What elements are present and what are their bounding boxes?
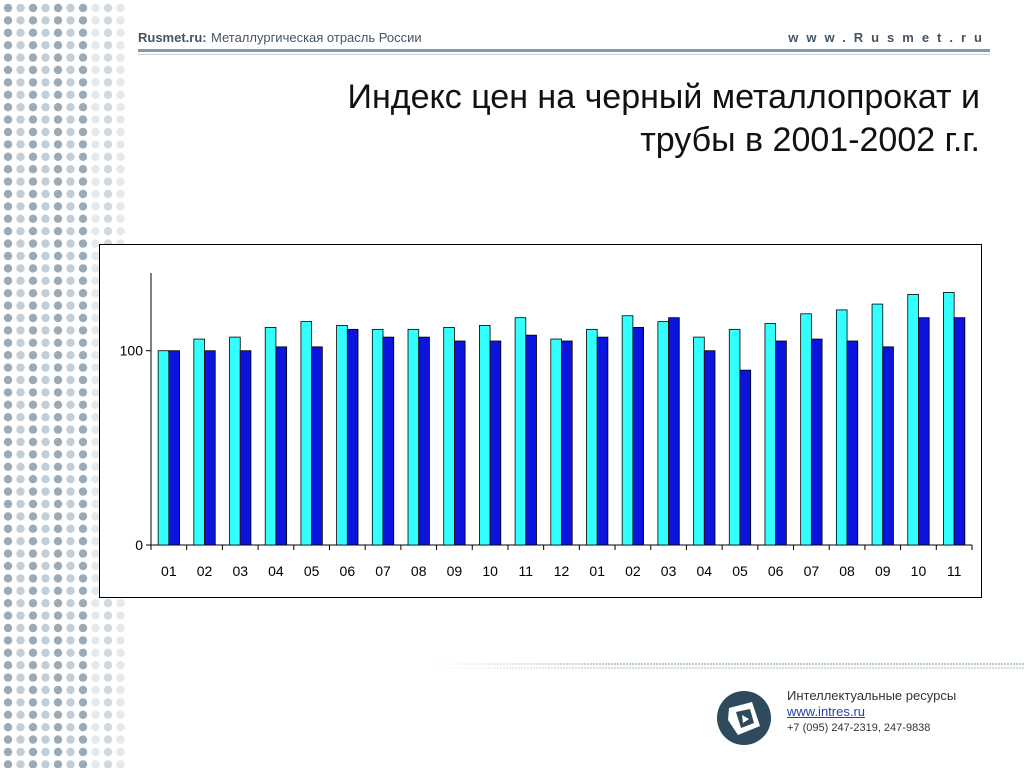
bar-series-1 xyxy=(407,328,420,546)
x-tick-label: 10 xyxy=(911,563,927,579)
footer-phone: +7 (095) 247-2319, 247-9838 xyxy=(787,722,931,734)
x-tick-label: 05 xyxy=(732,563,748,579)
page-header: Rusmet.ru: Металлургическая отрасль Росс… xyxy=(138,28,990,52)
header-rule xyxy=(138,49,990,52)
x-tick-label: 08 xyxy=(411,563,427,579)
bar-series-2 xyxy=(168,350,180,546)
bar-series-2 xyxy=(846,340,859,546)
bar-series-1 xyxy=(657,321,669,546)
series-1 xyxy=(157,292,955,546)
x-tick-label: 01 xyxy=(161,563,177,579)
bar-series-1 xyxy=(693,336,705,546)
x-tick-label: 11 xyxy=(947,563,962,579)
bar-series-2 xyxy=(382,336,395,546)
x-tick-label: 12 xyxy=(554,563,570,579)
x-tick-label: 01 xyxy=(589,563,605,579)
x-tick-label: 02 xyxy=(625,563,641,579)
series-2 xyxy=(168,317,966,546)
y-tick-label: 100 xyxy=(120,343,144,359)
bar-series-2 xyxy=(346,328,359,546)
bar-series-1 xyxy=(371,328,384,546)
x-tick-label: 06 xyxy=(340,563,356,579)
x-tick-label: 06 xyxy=(768,563,784,579)
bar-series-1 xyxy=(871,303,884,546)
x-tick-label: 04 xyxy=(268,563,284,579)
bar-series-1 xyxy=(443,327,455,546)
bar-series-2 xyxy=(489,340,502,546)
dotted-divider-decoration xyxy=(439,662,1024,670)
bar-series-1 xyxy=(621,315,634,546)
bar-series-2 xyxy=(561,340,573,546)
bar-series-1 xyxy=(907,293,919,546)
intres-logo-icon xyxy=(717,691,771,745)
x-tick-label: 07 xyxy=(804,563,820,579)
bar-series-1 xyxy=(800,313,812,546)
footer-link[interactable]: www.intres.ru xyxy=(787,704,866,719)
bar-series-1 xyxy=(229,336,241,546)
bar-series-1 xyxy=(835,309,848,546)
bar-series-1 xyxy=(478,325,491,546)
bar-series-2 xyxy=(525,334,537,546)
chart-frame: 0 100 01 02 03 04 05 06 07 08 09 10 11 12 01 02 03 04 05 06… xyxy=(99,244,982,598)
bar-series-2 xyxy=(739,369,752,546)
x-tick-label: 08 xyxy=(839,563,855,579)
x-tick-label: 07 xyxy=(375,563,391,579)
bar-series-1 xyxy=(550,338,562,546)
y-tick-label: 0 xyxy=(135,537,143,553)
x-tick-label: 09 xyxy=(875,563,891,579)
bar-series-1 xyxy=(514,317,527,546)
x-tick-label: 02 xyxy=(197,563,213,579)
divider-dots xyxy=(439,662,1024,670)
footer-contact: Интеллектуальные ресурсы www.intres.ru +… xyxy=(787,688,956,736)
bar-series-2 xyxy=(918,317,930,546)
bar-series-2 xyxy=(418,336,430,546)
bar-series-1 xyxy=(264,327,277,546)
bar-series-2 xyxy=(953,317,966,546)
bar-series-2 xyxy=(311,346,323,546)
x-tick-label: 03 xyxy=(232,563,248,579)
x-tick-label: 04 xyxy=(696,563,712,579)
bar-series-2 xyxy=(454,340,466,546)
bar-series-2 xyxy=(204,350,216,546)
slide-title: Индекс цен на черный металлопрокат и тру… xyxy=(220,76,980,162)
site-url[interactable]: www.Rusmet.ru xyxy=(788,30,990,45)
bar-series-1 xyxy=(764,323,777,546)
bar-series-2 xyxy=(275,346,288,546)
header-rule-thin xyxy=(138,54,990,55)
site-description: Металлургическая отрасль России xyxy=(211,30,422,45)
bar-series-1 xyxy=(586,328,598,546)
bar-series-2 xyxy=(882,346,894,546)
bar-series-1 xyxy=(943,292,955,546)
x-tick-label: 05 xyxy=(304,563,320,579)
x-tick-label: 10 xyxy=(482,563,498,579)
bar-series-1 xyxy=(300,321,313,546)
site-name: Rusmet.ru: xyxy=(138,30,207,45)
bar-series-2 xyxy=(596,336,609,546)
bar-series-1 xyxy=(336,325,348,546)
slide-title-line-2: трубы в 2001-2002 г.г. xyxy=(640,121,980,159)
bar-series-2 xyxy=(668,317,680,546)
x-tick-label: 09 xyxy=(447,563,463,579)
bar-series-2 xyxy=(810,338,823,546)
bar-series-2 xyxy=(775,340,787,546)
bar-series-2 xyxy=(239,350,252,546)
bar-series-1 xyxy=(728,328,741,546)
x-tick-label: 11 xyxy=(519,563,534,579)
slide-title-line-1: Индекс цен на черный металлопрокат и xyxy=(347,78,980,116)
bar-chart: 0 100 01 02 03 04 05 06 07 08 09 10 11 12 01 02 03 04 05 06… xyxy=(120,273,973,579)
bar-series-1 xyxy=(193,338,205,546)
bar-series-2 xyxy=(632,327,644,546)
x-tick-label: 03 xyxy=(661,563,677,579)
bar-series-2 xyxy=(703,350,716,546)
bar-series-1 xyxy=(157,350,170,546)
footer-org-name: Интеллектуальные ресурсы xyxy=(787,688,957,703)
